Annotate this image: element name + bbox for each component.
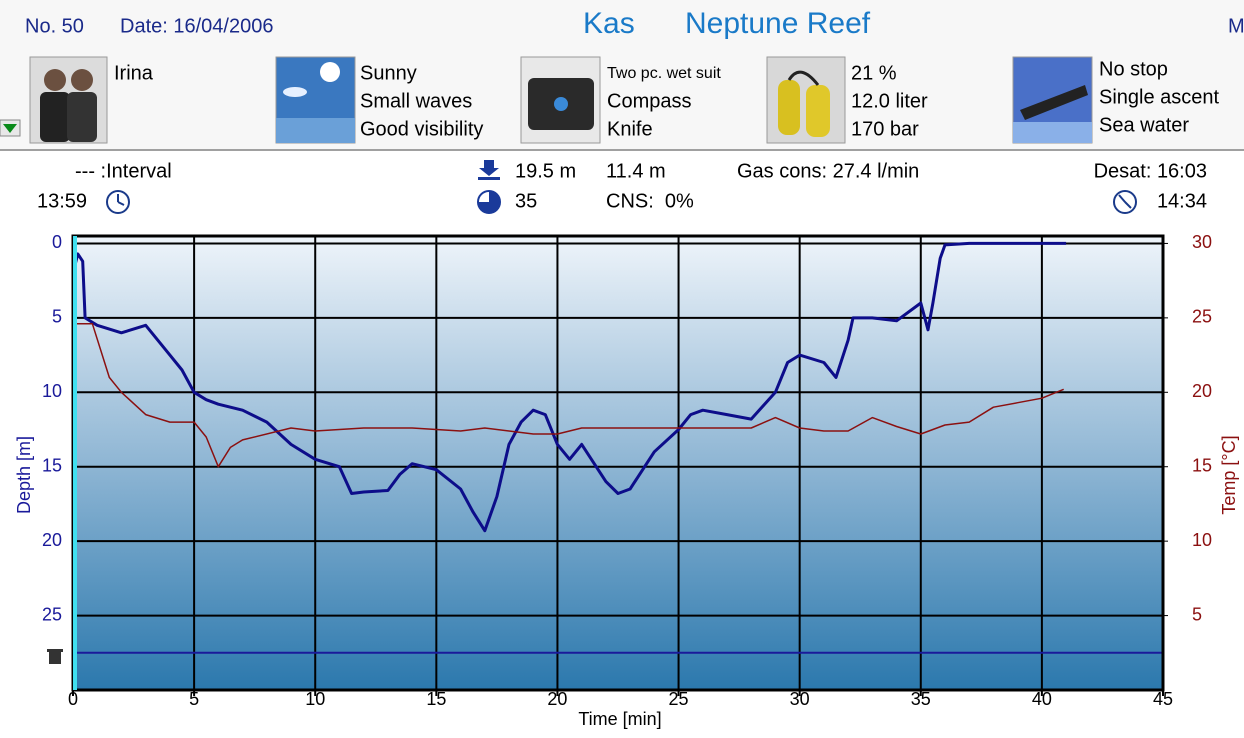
y2-tick-label: 30 bbox=[1192, 232, 1212, 252]
truncated-label: M bbox=[1228, 15, 1244, 37]
x-tick-label: 25 bbox=[669, 689, 689, 709]
x-tick-label: 15 bbox=[426, 689, 446, 709]
panel-text: Sunny bbox=[360, 62, 417, 84]
x-tick-label: 45 bbox=[1153, 689, 1173, 709]
panel-text: Sea water bbox=[1099, 114, 1189, 136]
panel-text: No stop bbox=[1099, 58, 1168, 80]
panel-text: 170 bar bbox=[851, 118, 919, 140]
buddy-icon[interactable] bbox=[29, 56, 108, 144]
interval-label: --- :Interval bbox=[75, 160, 172, 182]
panel-text: Knife bbox=[607, 118, 653, 140]
dive-date: Date: 16/04/2006 bbox=[120, 15, 273, 37]
plot bbox=[71, 241, 1163, 654]
clock-icon bbox=[1113, 190, 1137, 214]
panel-text: Two pc. wet suit bbox=[607, 65, 721, 82]
location: Kas bbox=[583, 7, 635, 40]
equipment-icon[interactable] bbox=[520, 56, 601, 144]
interval-time: 13:59 bbox=[37, 190, 87, 212]
x-axis-label: Time [min] bbox=[578, 709, 661, 729]
cns: CNS: 0% bbox=[606, 190, 694, 212]
panel-text: Single ascent bbox=[1099, 86, 1220, 108]
dive-number: No. 50 bbox=[25, 15, 84, 37]
depth-line bbox=[71, 241, 1067, 533]
dropdown-arrow bbox=[3, 124, 17, 133]
y-tick-label: 0 bbox=[52, 232, 62, 252]
y2-axis-label: Temp [°C] bbox=[1219, 435, 1239, 514]
panel-text: Compass bbox=[607, 90, 691, 112]
y2-tick-label: 5 bbox=[1192, 604, 1202, 624]
y-axis-label: Depth [m] bbox=[14, 436, 34, 514]
x-tick-label: 30 bbox=[790, 689, 810, 709]
trash-icon[interactable] bbox=[47, 649, 63, 664]
clock-icon bbox=[106, 190, 130, 214]
x-tick-label: 5 bbox=[189, 689, 199, 709]
tank-icon[interactable] bbox=[766, 56, 846, 144]
y2-tick-label: 20 bbox=[1192, 381, 1212, 401]
x-tick-label: 0 bbox=[68, 689, 78, 709]
entry-time: 14:34 bbox=[1157, 190, 1207, 212]
panel-text: Irina bbox=[114, 62, 154, 84]
desat-time: Desat: 16:03 bbox=[1094, 160, 1207, 182]
y-tick-label: 20 bbox=[42, 530, 62, 550]
duration: 35 bbox=[515, 190, 537, 212]
x-tick-label: 40 bbox=[1032, 689, 1052, 709]
x-tick-label: 10 bbox=[305, 689, 325, 709]
panel-text: 12.0 liter bbox=[851, 90, 928, 112]
y-tick-label: 15 bbox=[42, 455, 62, 475]
y-tick-label: 5 bbox=[52, 307, 62, 327]
panel-text: Good visibility bbox=[360, 118, 483, 140]
dive-type-icon[interactable] bbox=[1012, 56, 1093, 144]
x-tick-label: 35 bbox=[911, 689, 931, 709]
y-tick-label: 10 bbox=[42, 381, 62, 401]
plot-background bbox=[73, 236, 1163, 690]
max-depth: 19.5 m bbox=[515, 160, 576, 182]
gas-consumption: Gas cons: 27.4 l/min bbox=[737, 160, 919, 182]
y2-tick-label: 15 bbox=[1192, 455, 1212, 475]
panel-text: Small waves bbox=[360, 90, 472, 112]
y-tick-label: 25 bbox=[42, 604, 62, 624]
weather-icon[interactable] bbox=[275, 56, 356, 144]
y2-tick-label: 10 bbox=[1192, 530, 1212, 550]
max-depth-icon bbox=[478, 160, 500, 180]
panel-text: 21 % bbox=[851, 62, 897, 84]
duration-icon bbox=[477, 190, 501, 214]
site: Neptune Reef bbox=[685, 7, 871, 40]
y2-tick-label: 25 bbox=[1192, 307, 1212, 327]
avg-depth: 11.4 m bbox=[606, 160, 666, 182]
temperature-line bbox=[73, 323, 1064, 468]
x-tick-label: 20 bbox=[547, 689, 567, 709]
